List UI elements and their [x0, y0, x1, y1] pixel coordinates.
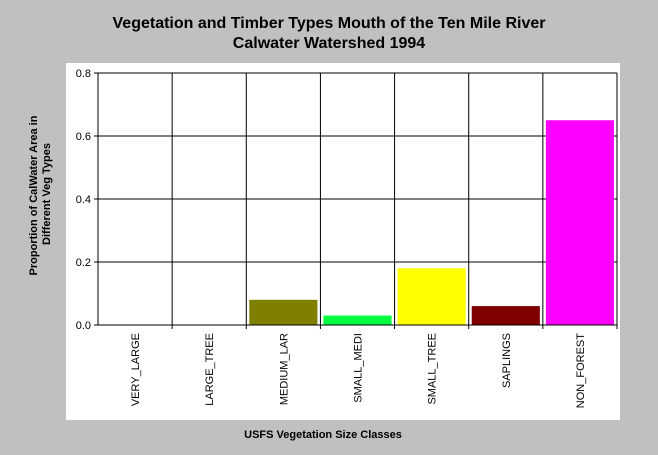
y-tick-label: 0.2 [76, 257, 91, 269]
y-axis-ticks: 0.0 0.2 0.4 0.6 0.8 [76, 68, 98, 332]
y-tick-label: 0.0 [76, 320, 91, 332]
bars [249, 120, 614, 325]
x-tick-label: SMALL_MEDI [353, 333, 365, 403]
y-tick-label: 0.4 [76, 194, 91, 206]
bar [323, 315, 392, 325]
x-tick-label: MEDIUM_LAR [278, 333, 290, 405]
chart-title-line1: Vegetation and Timber Types Mouth of the… [112, 15, 546, 32]
grid [98, 72, 618, 326]
x-tick-label: VERY_LARGE [130, 333, 142, 406]
bar [471, 306, 540, 325]
x-tick-label: SAPLINGS [501, 333, 513, 388]
bar [249, 299, 318, 325]
x-tick-label: NON_FOREST [575, 333, 587, 408]
x-tick-label: LARGE_TREE [204, 333, 216, 406]
chart-title: Vegetation and Timber Types Mouth of the… [0, 14, 658, 54]
bar [545, 120, 614, 325]
plot-background [66, 63, 620, 420]
x-axis-label: USFS Vegetation Size Classes [244, 429, 402, 441]
y-tick-label: 0.8 [76, 68, 91, 80]
y-axis-label: Proportion of CalWater Area in Different… [28, 113, 53, 276]
x-axis-ticks: VERY_LARGE LARGE_TREE MEDIUM_LAR SMALL_MEDI… [130, 325, 618, 408]
bar [397, 268, 466, 325]
y-tick-label: 0.6 [76, 131, 91, 143]
chart-title-line2: Calwater Watershed 1994 [232, 35, 426, 52]
x-tick-label: SMALL_TREE [427, 333, 439, 405]
